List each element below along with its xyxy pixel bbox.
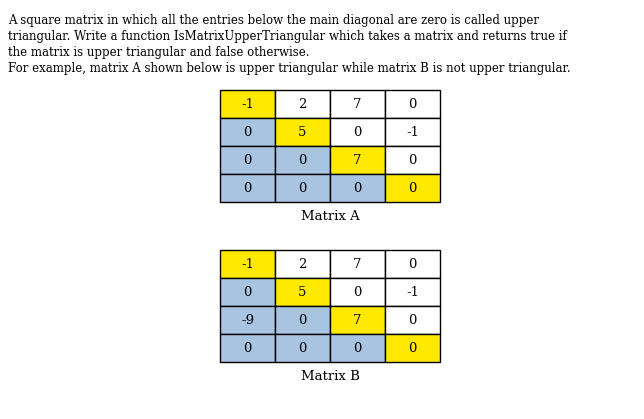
Bar xyxy=(220,118,275,146)
Text: 0: 0 xyxy=(243,285,252,298)
Text: -9: -9 xyxy=(241,313,254,326)
Text: 7: 7 xyxy=(354,258,362,271)
Text: For example, matrix A shown below is upper triangular while matrix B is not uppe: For example, matrix A shown below is upp… xyxy=(8,62,571,75)
Text: 5: 5 xyxy=(298,285,307,298)
Text: Matrix A: Matrix A xyxy=(301,210,359,223)
Text: the matrix is upper triangular and false otherwise.: the matrix is upper triangular and false… xyxy=(8,46,310,59)
Bar xyxy=(220,174,275,202)
Bar xyxy=(275,146,330,174)
Text: 0: 0 xyxy=(298,153,307,166)
Bar xyxy=(275,278,330,306)
Text: 0: 0 xyxy=(354,181,362,194)
Bar xyxy=(275,306,330,334)
Bar xyxy=(330,118,385,146)
Bar xyxy=(385,174,440,202)
Bar xyxy=(330,306,385,334)
Text: -1: -1 xyxy=(241,258,254,271)
Bar xyxy=(385,118,440,146)
Bar xyxy=(330,146,385,174)
Bar xyxy=(330,334,385,362)
Bar xyxy=(385,278,440,306)
Text: 0: 0 xyxy=(354,126,362,139)
Text: triangular. Write a function IsMatrixUpperTriangular which takes a matrix and re: triangular. Write a function IsMatrixUpp… xyxy=(8,30,567,43)
Text: 0: 0 xyxy=(243,341,252,354)
Bar xyxy=(330,174,385,202)
Text: 0: 0 xyxy=(298,313,307,326)
Text: 0: 0 xyxy=(243,181,252,194)
Text: 7: 7 xyxy=(354,98,362,111)
Text: 0: 0 xyxy=(408,181,417,194)
Text: 0: 0 xyxy=(354,341,362,354)
Text: -1: -1 xyxy=(241,98,254,111)
Text: 7: 7 xyxy=(354,313,362,326)
Bar xyxy=(220,146,275,174)
Text: 5: 5 xyxy=(298,126,307,139)
Text: 7: 7 xyxy=(354,153,362,166)
Bar xyxy=(385,334,440,362)
Text: 0: 0 xyxy=(408,98,417,111)
Bar xyxy=(220,250,275,278)
Text: 0: 0 xyxy=(408,258,417,271)
Bar xyxy=(330,278,385,306)
Text: 0: 0 xyxy=(408,313,417,326)
Bar xyxy=(275,250,330,278)
Bar xyxy=(220,278,275,306)
Bar xyxy=(275,334,330,362)
Text: 0: 0 xyxy=(298,181,307,194)
Bar xyxy=(275,90,330,118)
Text: Matrix B: Matrix B xyxy=(301,370,359,383)
Text: A square matrix in which all the entries below the main diagonal are zero is cal: A square matrix in which all the entries… xyxy=(8,14,539,27)
Text: 2: 2 xyxy=(298,258,307,271)
Bar xyxy=(220,90,275,118)
Bar xyxy=(385,146,440,174)
Bar xyxy=(220,334,275,362)
Bar xyxy=(385,250,440,278)
Bar xyxy=(275,118,330,146)
Bar xyxy=(220,306,275,334)
Bar xyxy=(330,250,385,278)
Bar xyxy=(385,306,440,334)
Text: -1: -1 xyxy=(406,285,419,298)
Text: 0: 0 xyxy=(243,126,252,139)
Text: 0: 0 xyxy=(243,153,252,166)
Text: 0: 0 xyxy=(298,341,307,354)
Text: 0: 0 xyxy=(408,341,417,354)
Text: 2: 2 xyxy=(298,98,307,111)
Bar xyxy=(385,90,440,118)
Bar xyxy=(330,90,385,118)
Bar xyxy=(275,174,330,202)
Text: 0: 0 xyxy=(354,285,362,298)
Text: 0: 0 xyxy=(408,153,417,166)
Text: -1: -1 xyxy=(406,126,419,139)
